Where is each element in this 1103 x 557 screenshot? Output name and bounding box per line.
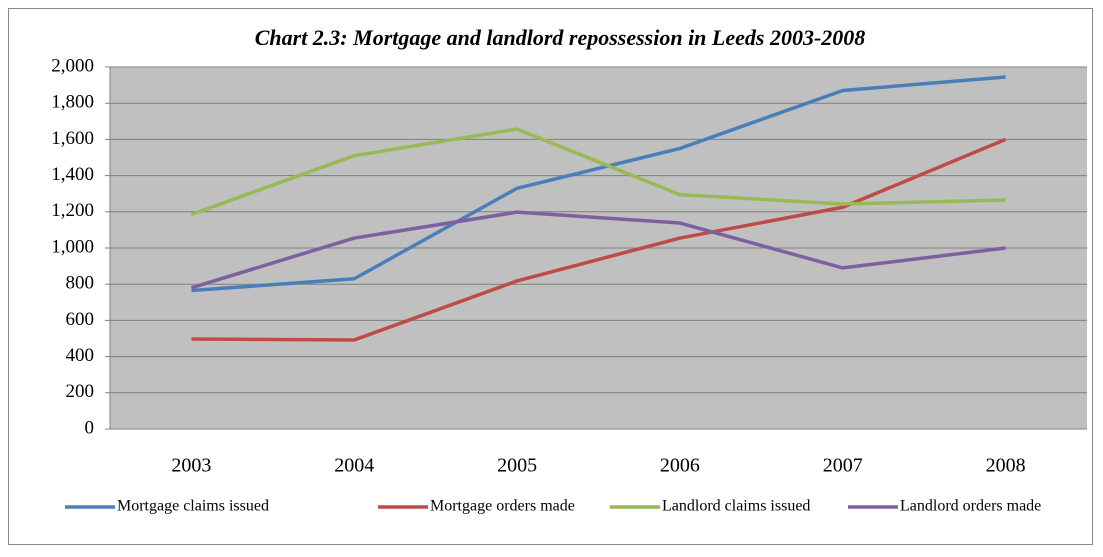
- y-tick-label: 200: [66, 381, 95, 402]
- x-tick-label: 2008: [986, 455, 1026, 477]
- series-line: [191, 137, 1007, 342]
- y-tick-label: 0: [85, 417, 95, 438]
- series-line: [190, 127, 1006, 217]
- y-tick-label: 1,600: [51, 128, 94, 149]
- chart-title: Chart 2.3: Mortgage and landlord reposse…: [255, 25, 866, 50]
- y-tick-label: 1,400: [51, 164, 94, 185]
- y-tick-label: 400: [66, 345, 95, 366]
- y-tick-label: 1,800: [51, 92, 94, 113]
- legend-label: Landlord orders made: [900, 498, 1041, 515]
- x-tick-label: 2003: [171, 455, 211, 477]
- legend-label: Landlord claims issued: [662, 498, 810, 515]
- y-tick-label: 1,000: [51, 236, 94, 257]
- y-tick-label: 1,200: [51, 200, 94, 221]
- x-tick-label: 2006: [660, 455, 700, 477]
- x-tick-label: 2005: [497, 455, 537, 477]
- x-tick-label: 2004: [334, 455, 374, 477]
- series-line: [191, 75, 1006, 293]
- legend-label: Mortgage claims issued: [117, 498, 269, 515]
- y-tick-label: 600: [66, 309, 95, 330]
- y-tick-label: 2,000: [51, 55, 94, 76]
- x-tick-label: 2007: [823, 455, 863, 477]
- series-line: [190, 210, 1006, 290]
- legend-label: Mortgage orders made: [430, 498, 575, 515]
- y-tick-label: 800: [66, 273, 95, 294]
